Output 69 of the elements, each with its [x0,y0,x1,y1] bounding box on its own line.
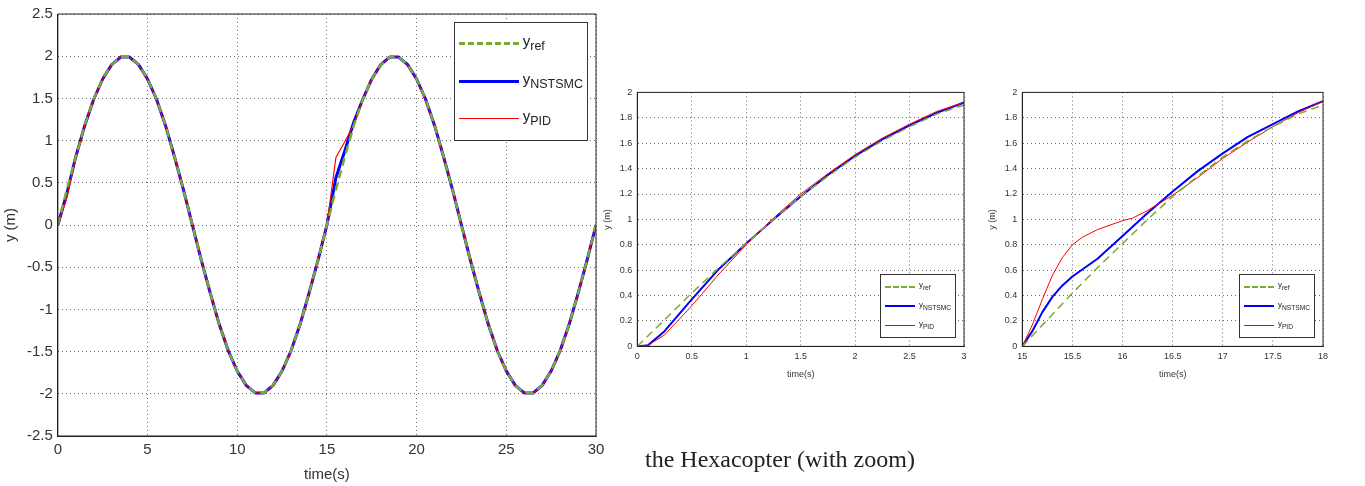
x-tick-label: 25 [497,440,515,458]
x-tick-label: 1 [743,351,749,362]
y-tick-label: 2 [44,46,53,64]
x-tick-label: 3 [961,351,967,362]
x-tick-label: 2.5 [903,351,916,362]
x-tick-label: 16 [1117,351,1128,362]
x-tick-label: 15 [1017,351,1028,362]
y-tick-label: 1.8 [619,112,633,123]
x-tick-label: 0.5 [685,351,699,362]
x-axis-title: time(s) [786,369,815,380]
y-tick-label: 0 [1012,340,1018,351]
y-tick-label: 1.8 [1004,112,1018,123]
y-tick-label: 0.2 [619,315,633,326]
x-tick-label: 2 [852,351,858,362]
x-axis-title: time(s) [1158,369,1187,380]
x-tick-label: 15.5 [1063,351,1082,362]
x-axis-title: time(s) [304,465,350,483]
x-tick-label: 20 [408,440,425,458]
y-tick-label: 0.2 [1004,315,1018,326]
y-tick-label: 1 [627,213,633,224]
legend-label: y$_{ref}$ [522,31,545,55]
x-tick-label: 15 [318,440,336,458]
y-tick-label: -0.5 [26,257,53,275]
x-tick-label: 10 [228,440,246,458]
legend-label: y$_{ref}$ [918,279,931,293]
legend-label: y$_{PID}$ [1277,318,1293,332]
y-axis-title: y (m) [601,209,612,230]
y-axis-title: y (m) [986,209,997,230]
y-tick-label: 0.6 [619,264,633,275]
y-tick-label: 1.4 [1004,163,1018,174]
y-axis-title: y (m) [1,207,19,243]
y-tick-label: 2.5 [31,4,53,22]
y-tick-label: 0.8 [1004,239,1018,250]
legend-label: y$_{NSTSMC}$ [918,298,951,313]
y-tick-label: 1.2 [1004,188,1018,199]
y-tick-label: 0.4 [1004,290,1018,301]
x-tick-label: 17 [1217,351,1228,362]
x-tick-label: 17.5 [1264,351,1282,362]
y-tick-label: 1.6 [619,137,633,148]
y-tick-label: 2 [1012,86,1018,97]
y-tick-label: 0 [44,215,53,233]
legend-label: y$_{ref}$ [1277,279,1290,293]
y-tick-label: 0.6 [1004,264,1018,275]
x-tick-label: 30 [587,440,605,458]
y-tick-label: -1 [39,299,53,317]
y-tick-label: -2.5 [26,426,53,444]
x-tick-label: 1.5 [794,351,807,362]
y-tick-label: 1.6 [1004,137,1018,148]
x-tick-label: 18 [1317,351,1329,362]
text: the Hexacopter (with zoom) [645,446,915,473]
y-tick-label: 2 [627,86,633,97]
y-tick-label: 0.4 [619,290,633,301]
legend-label: y$_{NSTSMC}$ [522,68,583,93]
y-tick-label: 1.4 [619,163,633,174]
y-tick-label: -2 [39,383,53,401]
x-tick-label: 0 [634,351,640,362]
y-tick-label: 0.5 [31,172,53,190]
legend-label: y$_{PID}$ [522,106,552,130]
y-tick-label: 1.5 [31,88,53,106]
y-tick-label: 1 [44,130,53,148]
y-tick-label: 0 [627,340,633,351]
x-tick-label: 16.5 [1163,351,1182,362]
y-tick-label: 1 [1012,213,1018,224]
y-tick-label: 0.8 [619,239,633,250]
legend-label: y$_{PID}$ [918,318,934,332]
y-tick-label: 1.2 [619,188,633,199]
legend-label: y$_{NSTSMC}$ [1277,298,1310,313]
x-tick-label: 5 [143,440,152,458]
y-tick-label: -1.5 [26,341,53,359]
